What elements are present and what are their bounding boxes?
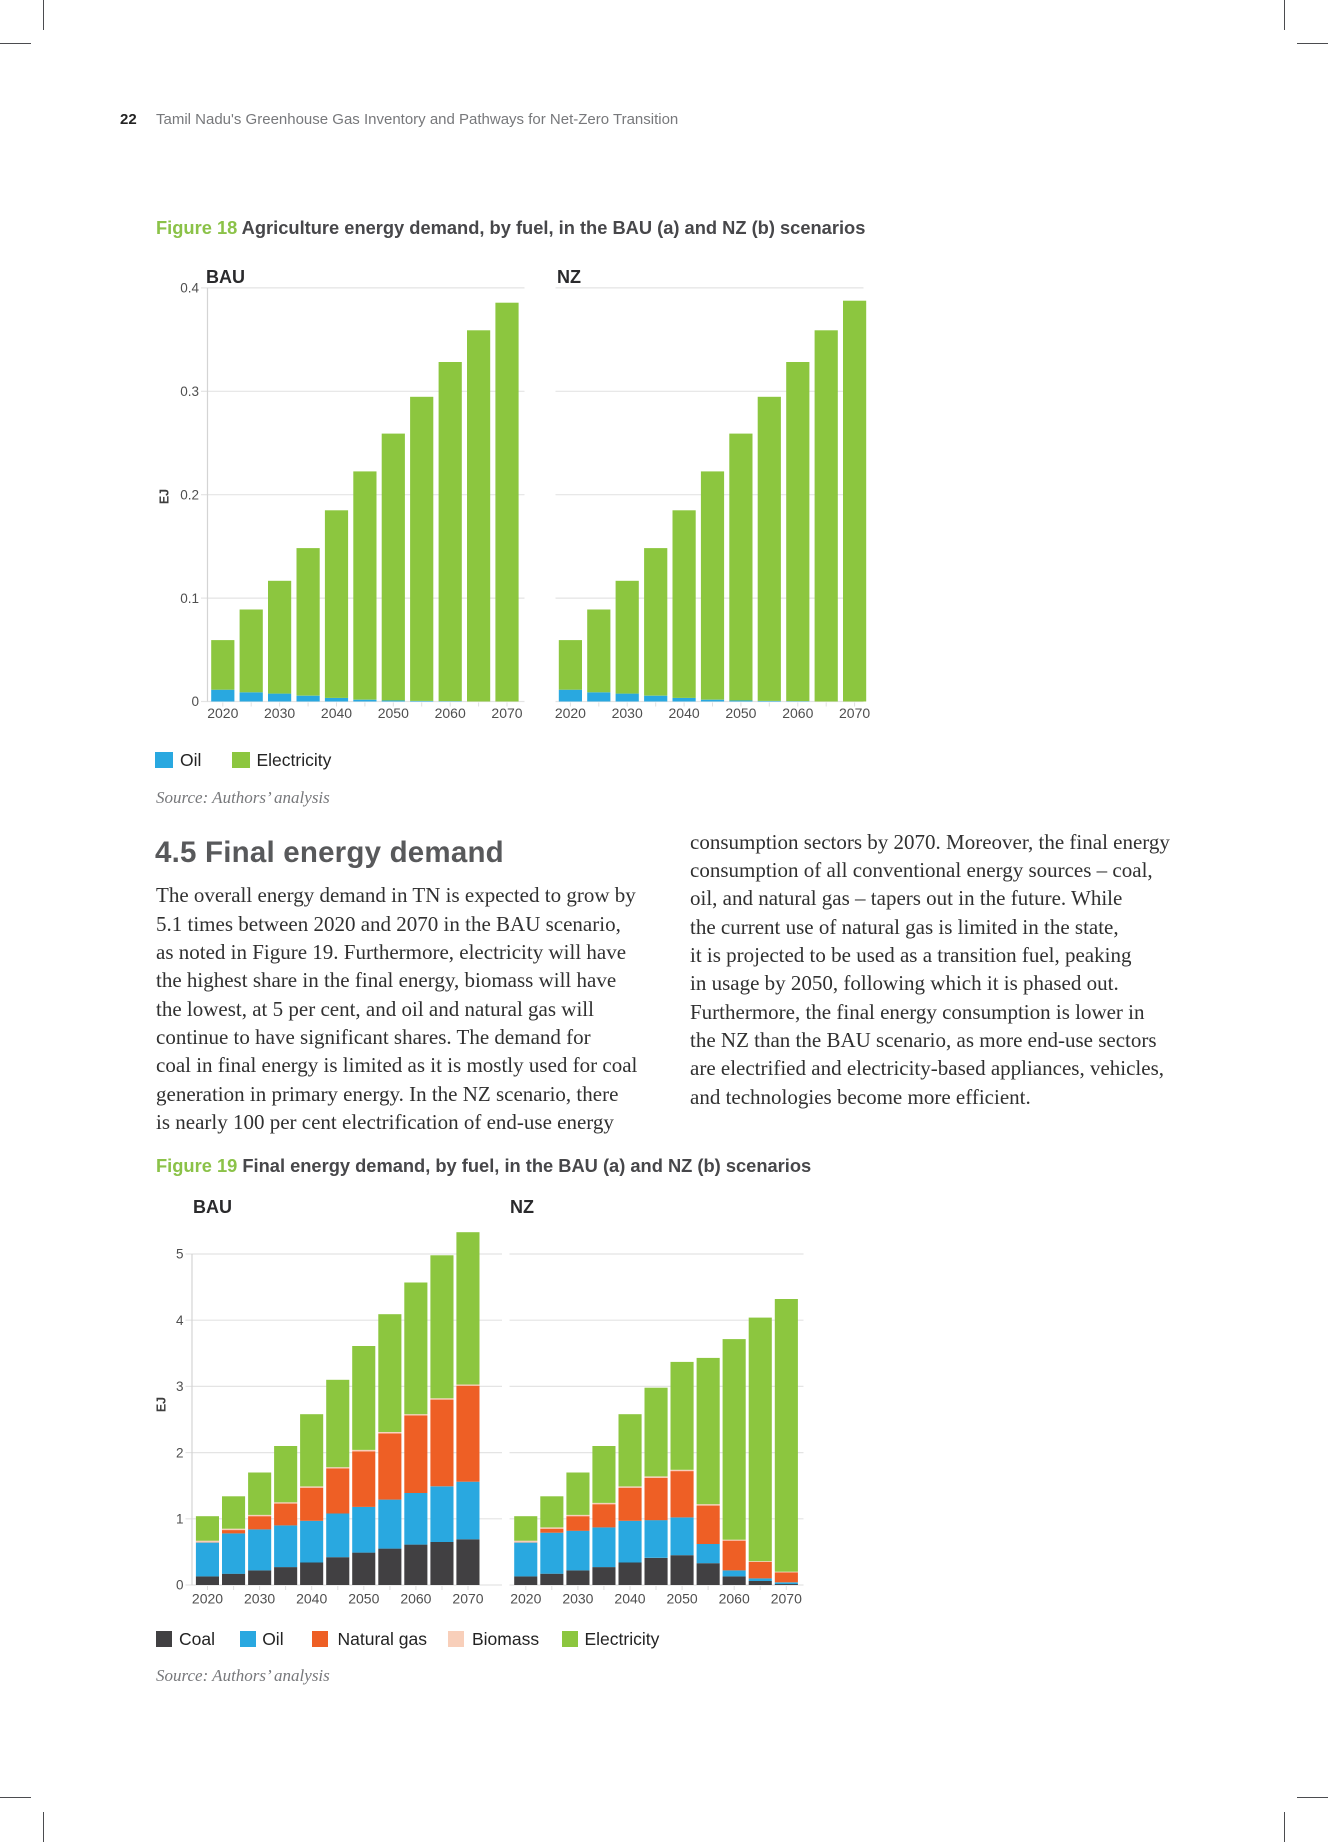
svg-text:BAU: BAU bbox=[193, 1197, 232, 1217]
svg-text:0: 0 bbox=[191, 694, 199, 709]
svg-text:EJ: EJ bbox=[155, 1397, 169, 1412]
svg-text:2030: 2030 bbox=[612, 705, 643, 721]
svg-text:2050: 2050 bbox=[667, 1591, 698, 1607]
svg-text:NZ: NZ bbox=[557, 267, 581, 287]
svg-text:2040: 2040 bbox=[614, 1591, 645, 1607]
svg-text:2050: 2050 bbox=[378, 705, 409, 721]
svg-text:2070: 2070 bbox=[839, 705, 870, 721]
svg-text:2070: 2070 bbox=[771, 1591, 802, 1607]
svg-text:2040: 2040 bbox=[321, 705, 352, 721]
svg-text:2020: 2020 bbox=[510, 1591, 541, 1607]
svg-text:2060: 2060 bbox=[435, 705, 466, 721]
svg-text:1: 1 bbox=[176, 1512, 184, 1527]
svg-text:2050: 2050 bbox=[348, 1591, 379, 1607]
svg-text:2030: 2030 bbox=[562, 1591, 593, 1607]
svg-text:2060: 2060 bbox=[400, 1591, 431, 1607]
svg-text:2030: 2030 bbox=[244, 1591, 275, 1607]
svg-text:2020: 2020 bbox=[555, 705, 586, 721]
svg-text:2060: 2060 bbox=[782, 705, 813, 721]
svg-text:NZ: NZ bbox=[510, 1197, 534, 1217]
svg-text:2050: 2050 bbox=[725, 705, 756, 721]
svg-text:EJ: EJ bbox=[158, 489, 172, 504]
svg-text:3: 3 bbox=[176, 1379, 184, 1394]
svg-text:2030: 2030 bbox=[264, 705, 295, 721]
svg-text:0.2: 0.2 bbox=[180, 487, 199, 502]
svg-text:0.1: 0.1 bbox=[180, 591, 199, 606]
svg-text:BAU: BAU bbox=[206, 267, 245, 287]
svg-text:2070: 2070 bbox=[491, 705, 522, 721]
svg-text:5: 5 bbox=[176, 1247, 184, 1262]
svg-text:0: 0 bbox=[176, 1578, 184, 1593]
svg-text:2020: 2020 bbox=[192, 1591, 223, 1607]
svg-text:2040: 2040 bbox=[669, 705, 700, 721]
svg-text:2060: 2060 bbox=[719, 1591, 750, 1607]
svg-text:2020: 2020 bbox=[207, 705, 238, 721]
svg-text:0.4: 0.4 bbox=[180, 281, 199, 296]
svg-text:0.3: 0.3 bbox=[180, 384, 199, 399]
svg-text:2070: 2070 bbox=[452, 1591, 483, 1607]
svg-text:4: 4 bbox=[176, 1313, 184, 1328]
svg-text:2040: 2040 bbox=[296, 1591, 327, 1607]
svg-text:2: 2 bbox=[176, 1445, 184, 1460]
